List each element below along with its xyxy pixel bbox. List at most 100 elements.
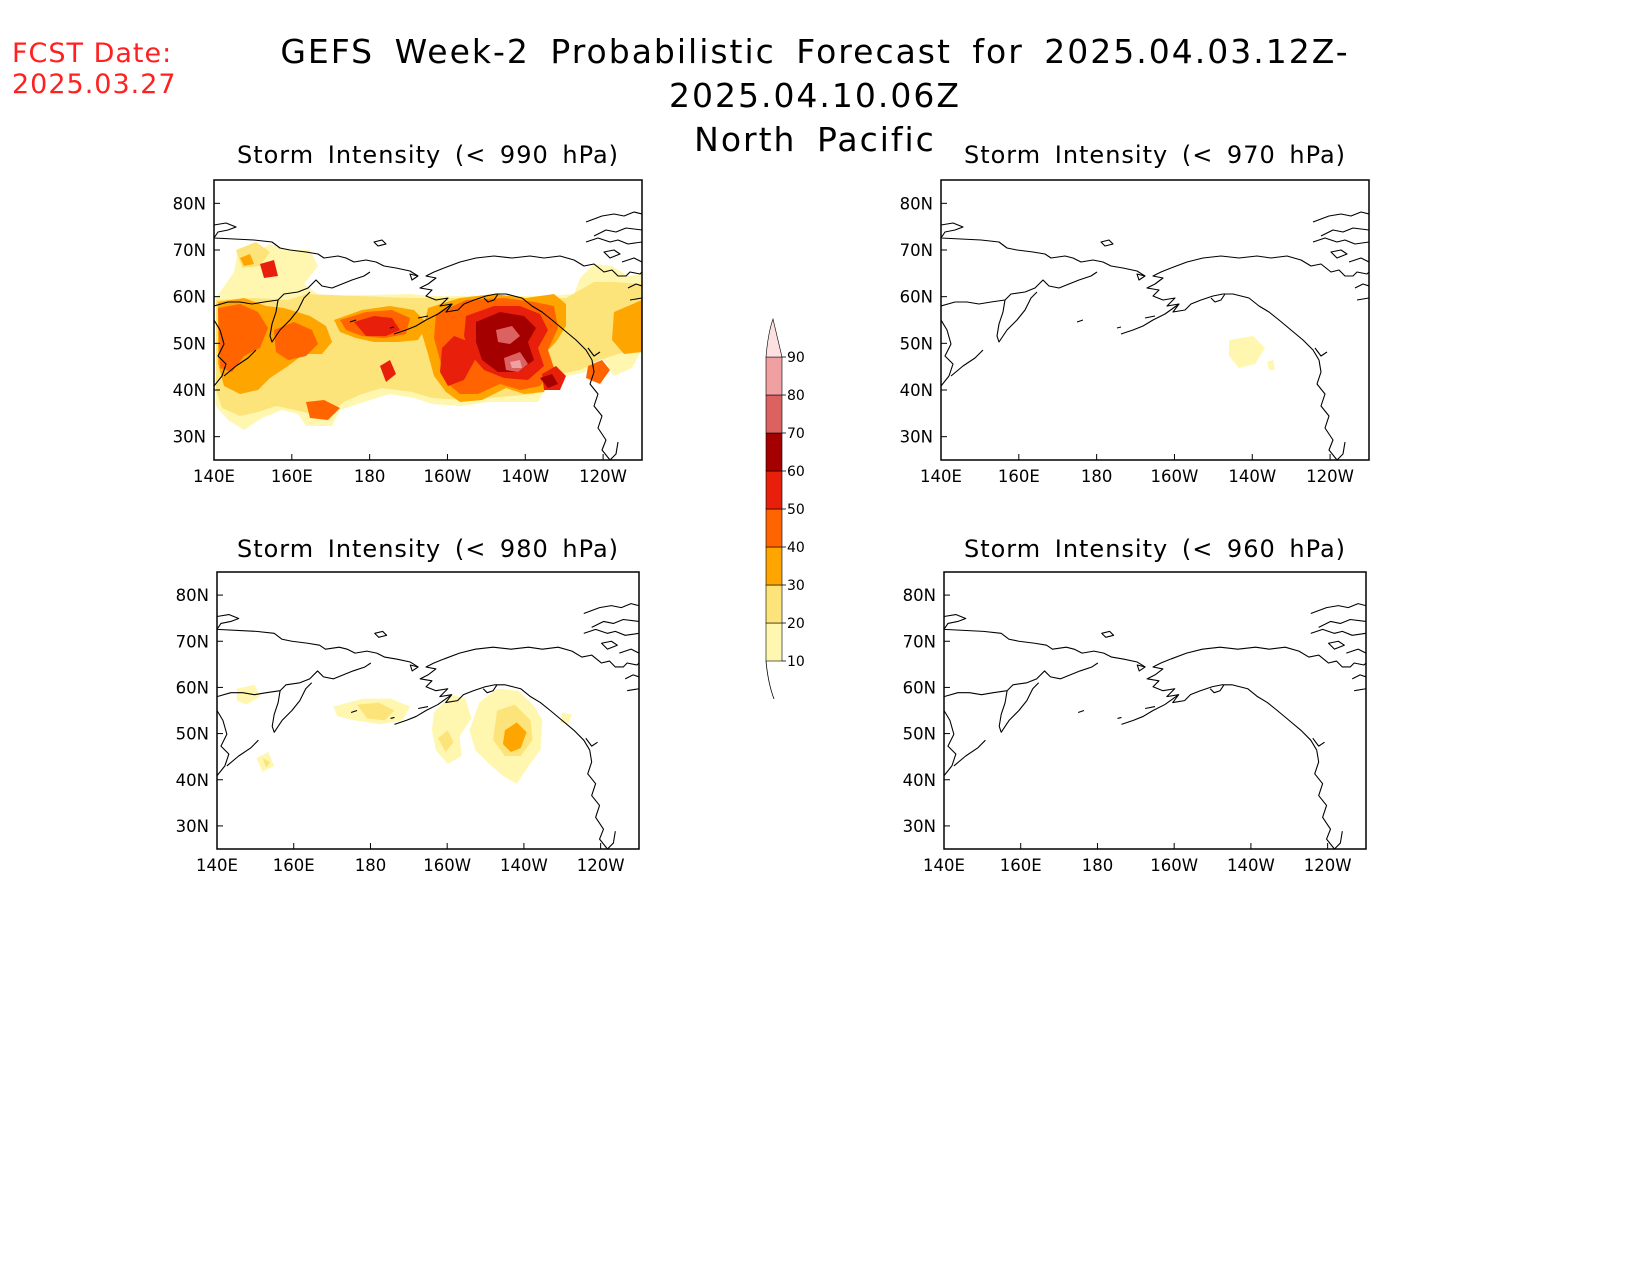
forecast-date: FCST Date: 2025.03.27 xyxy=(12,38,177,100)
probability-region xyxy=(540,374,558,388)
coastline xyxy=(941,211,1369,460)
lon-tick-label: 180 xyxy=(355,856,387,875)
lon-tick-label: 120W xyxy=(577,856,625,875)
probability-region xyxy=(274,322,318,360)
colorbar-label: 90 xyxy=(787,350,805,366)
probability-region xyxy=(502,722,527,753)
colorbar-label: 10 xyxy=(787,654,805,670)
map-frame xyxy=(943,571,1367,850)
map-panel-p990: Storm Intensity (< 990 hPa) 140E 160E 180 16… xyxy=(173,141,643,486)
map-frame xyxy=(213,179,643,461)
lon-tick-label: 160W xyxy=(423,856,471,875)
lat-tick-label: 70N xyxy=(900,241,933,260)
map-panel-p960: Storm Intensity (< 960 hPa) 140E 160E 180 16… xyxy=(903,535,1367,875)
colorbar-segment xyxy=(765,622,783,662)
colorbar-label: 60 xyxy=(787,464,805,480)
probability-region xyxy=(431,694,472,764)
lat-tick-label: 30N xyxy=(903,817,936,836)
colorbar: 10 20 30 40 50 60 70 80 90 xyxy=(765,317,805,700)
lon-tick-label: 120W xyxy=(1306,467,1354,486)
colorbar-label: 40 xyxy=(787,540,805,556)
lat-tick-label: 80N xyxy=(903,586,936,605)
colorbar-segment xyxy=(765,546,783,586)
panel-title: Storm Intensity (< 990 hPa) xyxy=(237,141,619,169)
lon-tick-label: 180 xyxy=(354,467,386,486)
figure-title-line1: GEFS Week-2 Probabilistic Forecast for 2… xyxy=(280,32,1350,115)
colorbar-label: 70 xyxy=(787,426,805,442)
lat-tick-label: 70N xyxy=(173,241,206,260)
lat-tick-label: 30N xyxy=(173,428,206,447)
figure-title: GEFS Week-2 Probabilistic Forecast for 2… xyxy=(150,30,1480,162)
lat-tick-label: 80N xyxy=(173,194,206,213)
map-panel-p970: Storm Intensity (< 970 hPa) 140E 160E 180 16… xyxy=(900,141,1370,486)
lon-tick-label: 140E xyxy=(923,856,965,875)
lon-tick-label: 180 xyxy=(1081,467,1113,486)
map-frame xyxy=(940,179,1370,461)
lon-tick-label: 180 xyxy=(1082,856,1114,875)
lat-tick-label: 70N xyxy=(903,632,936,651)
panel-title: Storm Intensity (< 980 hPa) xyxy=(237,535,619,563)
lat-tick-label: 50N xyxy=(903,725,936,744)
map-area xyxy=(944,603,1366,849)
lat-tick-label: 40N xyxy=(900,381,933,400)
probability-region xyxy=(440,336,476,386)
probability-region xyxy=(1267,360,1275,370)
lon-tick-label: 160W xyxy=(1150,856,1198,875)
lon-tick-label: 160E xyxy=(273,856,315,875)
lat-tick-label: 30N xyxy=(176,817,209,836)
colorbar-label: 80 xyxy=(787,388,805,404)
lat-tick-label: 60N xyxy=(173,288,206,307)
probability-region xyxy=(1229,336,1265,368)
lat-tick-label: 70N xyxy=(176,632,209,651)
lat-tick-label: 40N xyxy=(903,771,936,790)
lat-tick-label: 80N xyxy=(900,194,933,213)
lon-tick-label: 160W xyxy=(1151,467,1199,486)
lon-tick-label: 140E xyxy=(920,467,962,486)
colorbar-segment xyxy=(765,508,783,548)
panel-title: Storm Intensity (< 960 hPa) xyxy=(964,535,1346,563)
figure-title-line2: North Pacific xyxy=(694,120,936,159)
colorbar-top-arrow xyxy=(765,317,783,358)
probability-region xyxy=(380,360,396,382)
probability-region xyxy=(612,300,642,354)
colorbar-segment xyxy=(765,356,783,396)
colorbar-segment xyxy=(765,584,783,624)
forecast-date-label: FCST Date: xyxy=(12,38,173,69)
colorbar-label: 50 xyxy=(787,502,805,518)
lon-tick-label: 160E xyxy=(271,467,313,486)
lon-tick-label: 140W xyxy=(1227,856,1275,875)
lat-tick-label: 50N xyxy=(900,334,933,353)
map-area xyxy=(214,211,642,460)
coastline xyxy=(944,603,1366,849)
colorbar-segment xyxy=(765,432,783,472)
map-frame xyxy=(216,571,640,850)
forecast-date-value: 2025.03.27 xyxy=(12,69,177,100)
probability-region xyxy=(218,304,268,372)
lon-tick-label: 160E xyxy=(998,467,1040,486)
coastline xyxy=(217,603,639,849)
lat-tick-label: 40N xyxy=(176,771,209,790)
probability-region xyxy=(306,400,340,420)
lon-tick-label: 160E xyxy=(1000,856,1042,875)
colorbar-segment xyxy=(765,470,783,510)
colorbar-label: 20 xyxy=(787,616,805,632)
probability-region xyxy=(437,730,454,753)
lon-tick-label: 120W xyxy=(579,467,627,486)
lat-tick-label: 80N xyxy=(176,586,209,605)
colorbar-label: 30 xyxy=(787,578,805,594)
lon-tick-label: 160W xyxy=(424,467,472,486)
colorbar-segment xyxy=(765,394,783,434)
probability-region xyxy=(260,260,278,278)
lon-tick-label: 140E xyxy=(196,856,238,875)
lat-tick-label: 50N xyxy=(173,334,206,353)
lon-tick-label: 120W xyxy=(1304,856,1352,875)
map-panel-p980: Storm Intensity (< 980 hPa) 140E 160E 180 16… xyxy=(176,535,640,875)
probability-region xyxy=(496,326,520,344)
map-area xyxy=(941,211,1369,460)
lon-tick-label: 140W xyxy=(501,467,549,486)
lon-tick-label: 140W xyxy=(500,856,548,875)
lat-tick-label: 60N xyxy=(903,678,936,697)
panel-title: Storm Intensity (< 970 hPa) xyxy=(964,141,1346,169)
lon-tick-label: 140E xyxy=(193,467,235,486)
